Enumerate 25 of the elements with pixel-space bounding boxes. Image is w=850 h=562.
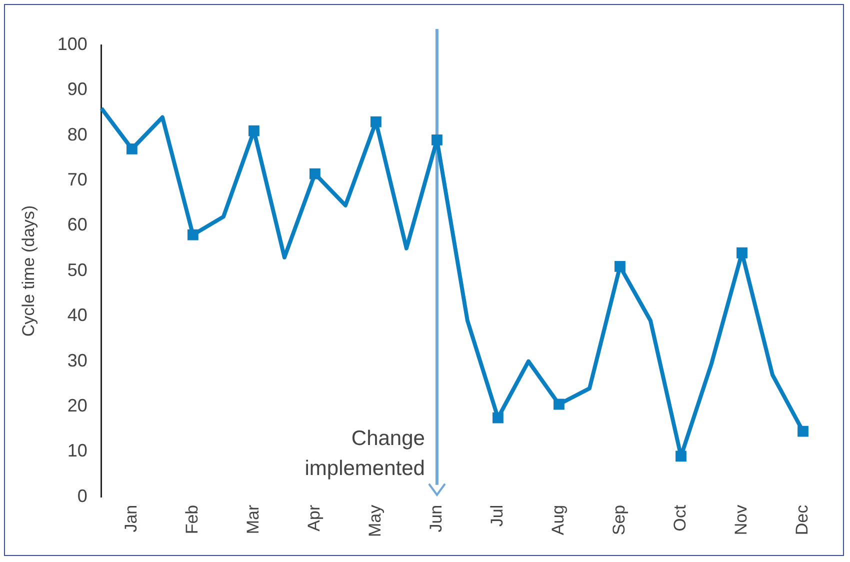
y-tick-label: 0 (77, 486, 88, 506)
y-tick-label: 30 (67, 350, 88, 370)
x-tick-label: Sep (610, 504, 629, 536)
y-tick-label: 90 (67, 79, 88, 100)
y-tick-label: 50 (67, 260, 88, 280)
y-tick-label: 100 (57, 34, 88, 54)
x-tick-label: Aug (548, 504, 568, 536)
x-tick-label: Feb (182, 504, 202, 534)
x-tick-label: Dec (792, 504, 812, 536)
x-tick-label: Jan (122, 504, 141, 532)
x-tick-label: Jul (488, 504, 507, 527)
ref-line-label: Change implemented (304, 426, 425, 480)
x-tick-label: Apr (304, 504, 324, 532)
x-tick-label: Oct (670, 504, 690, 532)
y-tick-label: 60 (67, 214, 88, 235)
y-axis-title: Cycle time (days) (18, 205, 38, 337)
y-tick-label: 10 (67, 440, 88, 461)
x-tick-label: Jun (426, 504, 446, 532)
y-tick-label: 40 (67, 305, 88, 326)
y-tick-label: 80 (67, 124, 88, 144)
y-tick-label: 70 (67, 170, 88, 190)
x-tick-label: Nov (732, 504, 751, 536)
x-tick-label: Mar (244, 504, 263, 534)
y-tick-label: 20 (67, 395, 88, 416)
x-tick-label: May (366, 504, 385, 538)
